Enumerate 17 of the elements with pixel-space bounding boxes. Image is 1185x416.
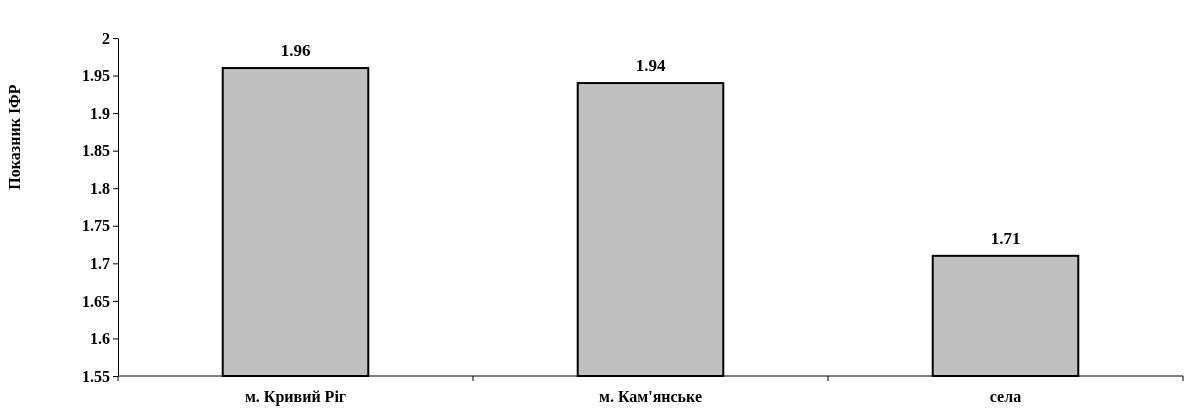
y-tick-label: 2 xyxy=(102,29,110,47)
y-tick-label: 1.65 xyxy=(82,292,110,310)
x-tick-label: села xyxy=(989,388,1022,405)
y-tick-label: 1.9 xyxy=(90,104,110,122)
y-tick-label: 1.55 xyxy=(82,367,110,385)
y-tick-label: 1.8 xyxy=(90,179,110,197)
y-tick-label: 1.75 xyxy=(82,217,110,235)
y-tick-label: 1.6 xyxy=(90,330,110,348)
x-tick-label: м. Кам'янське xyxy=(599,388,702,405)
y-tick-label: 1.7 xyxy=(90,254,110,272)
y-axis-title: Показник ІФР xyxy=(6,84,23,190)
x-tick-label: м. Кривий Ріг xyxy=(244,388,347,406)
y-tick-label: 1.85 xyxy=(82,142,110,160)
y-tick-label: 1.95 xyxy=(82,67,110,85)
data-label: 1.71 xyxy=(990,228,1021,248)
data-label: 1.96 xyxy=(280,41,311,61)
data-label: 1.94 xyxy=(635,56,666,76)
